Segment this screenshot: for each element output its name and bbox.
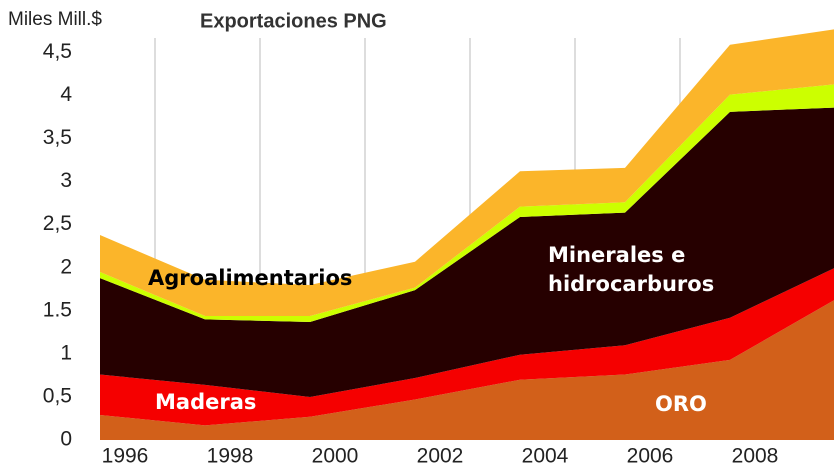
y-tick-label: 0 bbox=[60, 428, 72, 451]
area bbox=[100, 268, 834, 426]
y-axis-label: Miles Mill.$ bbox=[8, 9, 102, 30]
x-tick-label: 2000 bbox=[312, 445, 359, 465]
y-tick-label: 1 bbox=[60, 341, 72, 364]
x-tick-label: 1998 bbox=[207, 445, 254, 465]
x-tick-label: 2002 bbox=[417, 445, 464, 465]
x-tick-label: 2004 bbox=[522, 445, 569, 465]
series-label: Minerales e hidrocarburos bbox=[548, 243, 715, 296]
y-tick-label: 2 bbox=[60, 255, 72, 278]
series-label: Agroalimentarios bbox=[148, 266, 353, 290]
series-label: ORO bbox=[655, 392, 707, 416]
y-tick-label: 4 bbox=[60, 83, 72, 106]
area bbox=[100, 29, 834, 316]
chart-title: Exportaciones PNG bbox=[200, 10, 387, 32]
area bbox=[100, 300, 834, 440]
y-tick-label: 3,5 bbox=[43, 126, 72, 149]
y-tick-label: 4,5 bbox=[43, 40, 72, 63]
x-tick-label: 1996 bbox=[102, 445, 149, 465]
x-tick-label: 2008 bbox=[732, 445, 779, 465]
series-label: Maderas bbox=[155, 390, 257, 414]
area bbox=[100, 107, 834, 397]
y-tick-label: 2,5 bbox=[43, 212, 72, 235]
y-tick-label: 0,5 bbox=[43, 384, 72, 407]
y-tick-label: 1.5 bbox=[43, 298, 72, 321]
area bbox=[100, 84, 834, 323]
y-tick-label: 3 bbox=[60, 169, 72, 192]
x-tick-label: 2006 bbox=[627, 445, 674, 465]
